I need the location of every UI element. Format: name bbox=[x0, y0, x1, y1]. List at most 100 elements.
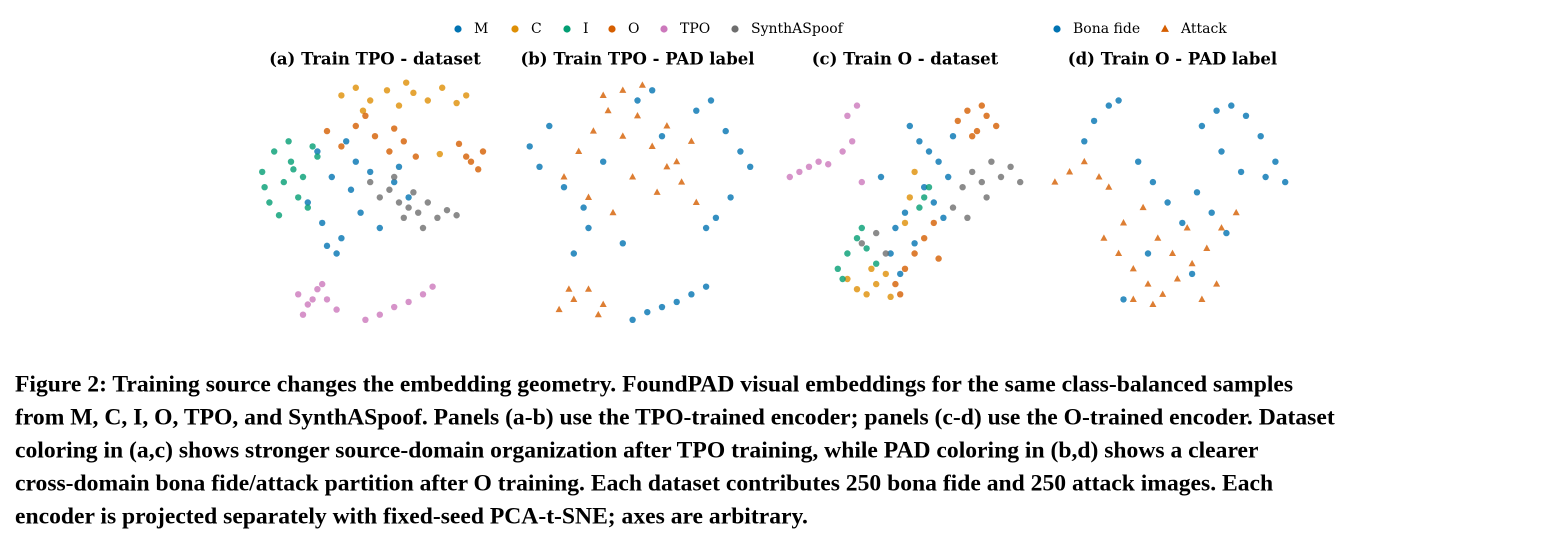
point bbox=[978, 178, 985, 186]
point bbox=[287, 158, 295, 165]
point bbox=[930, 199, 937, 206]
point bbox=[858, 178, 865, 186]
point bbox=[609, 208, 617, 216]
point bbox=[299, 311, 307, 318]
point bbox=[663, 162, 671, 170]
point bbox=[1105, 102, 1113, 109]
point bbox=[1173, 275, 1181, 282]
point bbox=[383, 87, 391, 94]
point bbox=[352, 84, 359, 91]
point bbox=[954, 117, 961, 125]
point bbox=[853, 102, 861, 109]
point bbox=[599, 300, 607, 308]
point bbox=[415, 209, 422, 216]
point bbox=[400, 214, 407, 221]
point bbox=[309, 143, 316, 150]
point bbox=[925, 148, 933, 155]
point bbox=[323, 242, 331, 250]
point bbox=[479, 148, 487, 155]
point bbox=[410, 89, 417, 97]
point bbox=[906, 122, 913, 130]
point bbox=[560, 173, 568, 180]
point bbox=[1081, 138, 1088, 145]
point bbox=[1188, 270, 1196, 278]
point bbox=[314, 153, 321, 160]
point bbox=[853, 286, 861, 293]
point bbox=[395, 163, 403, 170]
point bbox=[314, 286, 321, 293]
caption-line: Figure 2: Training source changes the em… bbox=[15, 371, 1293, 397]
point bbox=[901, 219, 909, 227]
legend-marker bbox=[563, 25, 571, 33]
point bbox=[1144, 280, 1152, 287]
point bbox=[343, 138, 350, 145]
point bbox=[367, 97, 374, 104]
point bbox=[978, 102, 985, 109]
legend-marker bbox=[731, 25, 739, 33]
point bbox=[844, 275, 851, 283]
point bbox=[863, 291, 870, 298]
point bbox=[555, 305, 563, 313]
point bbox=[424, 199, 431, 206]
legend-marker bbox=[1161, 24, 1169, 32]
point bbox=[376, 311, 383, 318]
point bbox=[930, 219, 937, 227]
point bbox=[693, 107, 700, 114]
point bbox=[897, 270, 904, 278]
point bbox=[702, 224, 710, 232]
legend-label: C bbox=[531, 21, 542, 37]
point bbox=[403, 79, 410, 86]
point bbox=[391, 173, 398, 181]
point bbox=[959, 184, 966, 191]
point bbox=[916, 138, 923, 145]
legend-marker bbox=[511, 25, 519, 33]
panel-title: (a) Train TPO - dataset bbox=[269, 50, 481, 69]
point bbox=[266, 199, 273, 206]
point bbox=[844, 250, 851, 257]
point bbox=[395, 199, 403, 206]
point bbox=[619, 132, 627, 139]
point bbox=[873, 260, 880, 267]
point bbox=[1066, 168, 1074, 175]
point bbox=[796, 168, 803, 176]
point bbox=[526, 143, 533, 150]
point bbox=[1119, 219, 1128, 226]
point bbox=[834, 265, 841, 272]
point bbox=[727, 194, 734, 201]
point bbox=[712, 214, 720, 221]
point bbox=[1218, 148, 1225, 155]
point bbox=[1105, 183, 1113, 190]
caption-line: from M, C, I, O, TPO, and SynthASpoof. P… bbox=[15, 404, 1335, 430]
legend-label: Attack bbox=[1180, 21, 1227, 37]
point bbox=[405, 298, 412, 306]
point bbox=[386, 148, 393, 155]
point bbox=[945, 173, 952, 181]
point bbox=[1129, 264, 1137, 272]
point bbox=[386, 186, 393, 193]
point bbox=[964, 107, 971, 114]
point bbox=[453, 99, 460, 107]
point bbox=[1217, 224, 1226, 231]
point bbox=[1149, 300, 1157, 308]
panel-title: (c) Train O - dataset bbox=[812, 50, 999, 69]
point bbox=[1051, 178, 1059, 185]
point bbox=[1159, 290, 1167, 297]
point bbox=[707, 97, 715, 104]
point bbox=[400, 138, 407, 145]
point bbox=[1232, 208, 1240, 216]
point bbox=[673, 157, 681, 165]
point bbox=[362, 316, 369, 323]
point bbox=[323, 296, 331, 303]
point bbox=[1257, 133, 1264, 140]
point bbox=[858, 240, 865, 247]
point bbox=[314, 148, 321, 155]
point bbox=[1168, 249, 1177, 257]
point bbox=[619, 240, 626, 247]
point bbox=[419, 224, 427, 232]
point bbox=[570, 295, 578, 302]
point bbox=[969, 168, 976, 176]
point bbox=[973, 127, 981, 135]
point bbox=[658, 303, 666, 311]
point bbox=[338, 235, 345, 242]
